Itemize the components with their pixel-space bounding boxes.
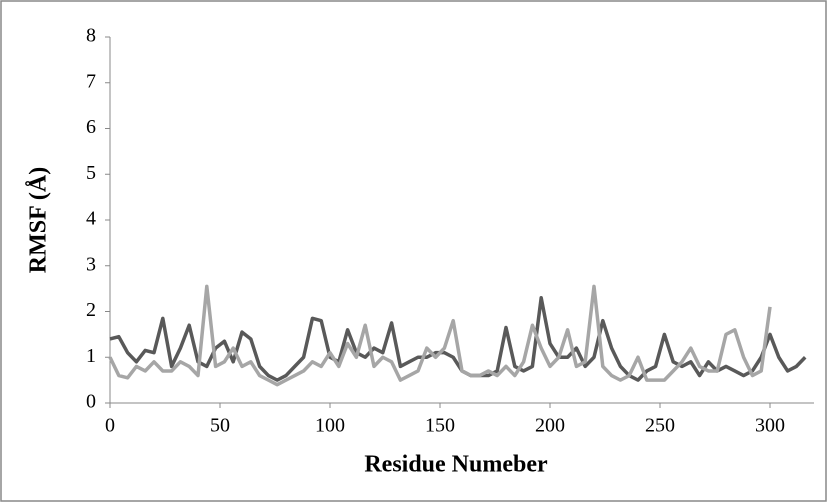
series-line	[108, 284, 772, 387]
x-tick-label: 100	[315, 415, 345, 437]
y-tick-label: 3	[86, 253, 96, 275]
y-tick-label: 7	[86, 70, 96, 92]
series-line	[109, 296, 807, 382]
y-tick-label: 6	[86, 116, 96, 138]
y-tick-label: 2	[86, 299, 96, 321]
x-tick-label: 200	[535, 415, 565, 437]
y-axis-label: RMSF (Å)	[26, 167, 52, 273]
x-tick-label: 50	[210, 415, 230, 437]
y-tick-label: 8	[86, 25, 96, 47]
y-tick-label: 0	[86, 391, 96, 413]
y-tick-label: 4	[86, 208, 96, 230]
x-tick-label: 0	[105, 415, 115, 437]
y-tick-label: 5	[86, 162, 96, 184]
x-tick-label: 300	[755, 415, 785, 437]
x-tick-label: 250	[645, 415, 675, 437]
x-axis-label: Residue Numeber	[364, 452, 548, 478]
x-tick-label: 150	[425, 415, 455, 437]
y-tick-label: 1	[86, 345, 96, 367]
